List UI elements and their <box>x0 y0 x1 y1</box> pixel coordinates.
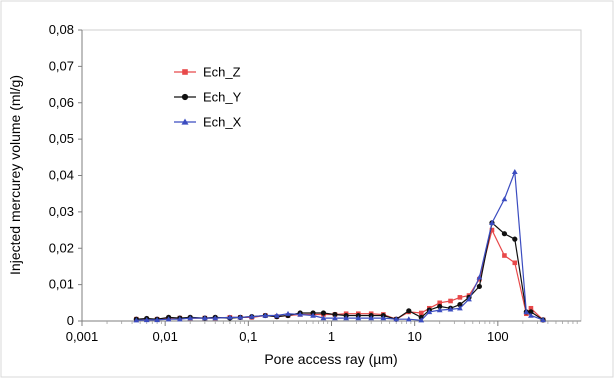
x-axis-title: Pore access ray (µm) <box>264 351 397 367</box>
data-point-circle <box>406 308 412 314</box>
data-point-triangle <box>310 312 316 318</box>
data-point-triangle <box>262 312 269 318</box>
data-point-triangle <box>181 118 189 125</box>
data-point-circle <box>512 236 518 242</box>
legend-label: Ech_Y <box>203 90 242 105</box>
y-tick-label: 0,02 <box>49 240 74 255</box>
data-point-square <box>182 69 188 75</box>
data-point-triangle <box>212 315 219 321</box>
data-point-circle <box>320 310 327 316</box>
series-ech-x <box>133 168 546 323</box>
y-axis-title: Injected mercurey volume (ml/g) <box>7 75 23 275</box>
data-point-triangle <box>154 317 160 323</box>
data-point-circle <box>476 283 482 290</box>
data-point-triangle <box>133 317 140 323</box>
data-point-square <box>512 260 518 266</box>
x-tick-label: 0,01 <box>153 329 178 344</box>
y-tick-label: 0,07 <box>49 58 74 73</box>
data-point-triangle <box>540 317 546 323</box>
legend: Ech_Z Ech_Y Ech_X <box>174 65 242 130</box>
x-tick-label: 0,1 <box>239 329 257 344</box>
data-point-triangle <box>285 310 291 316</box>
data-point-triangle <box>248 313 255 319</box>
data-point-triangle <box>332 315 338 321</box>
y-tick-label: 0,03 <box>49 204 74 219</box>
data-point-triangle <box>447 306 454 312</box>
y-tick-label: 0,01 <box>49 277 74 292</box>
data-point-triangle <box>355 315 362 321</box>
data-point-triangle <box>227 314 233 320</box>
data-point-triangle <box>320 315 327 321</box>
data-point-triangle <box>476 274 483 280</box>
data-point-square <box>418 310 424 316</box>
data-point-circle <box>457 302 463 308</box>
data-point-circle <box>181 93 189 101</box>
data-point-triangle <box>405 316 412 322</box>
data-point-triangle <box>466 296 472 302</box>
data-point-triangle <box>457 305 463 311</box>
x-axis-ticks: 0,001 0,01 0,1 1 10 100 <box>66 321 578 344</box>
series-layer <box>133 168 546 323</box>
x-tick-label: 0,001 <box>66 329 99 344</box>
data-point-square <box>489 227 495 233</box>
legend-item: Ech_Z <box>174 65 241 80</box>
data-point-triangle <box>523 309 530 315</box>
data-point-triangle <box>273 312 280 318</box>
y-tick-label: 0,06 <box>49 95 74 110</box>
data-point-triangle <box>489 219 495 225</box>
y-tick-label: 0,04 <box>49 168 74 183</box>
data-point-triangle <box>426 309 433 315</box>
data-point-triangle <box>380 315 387 321</box>
data-point-triangle <box>165 316 172 322</box>
data-point-triangle <box>528 312 534 318</box>
data-point-triangle <box>511 168 518 175</box>
x-tick-label: 100 <box>487 329 509 344</box>
data-point-triangle <box>237 314 244 320</box>
x-tick-label: 10 <box>407 329 421 344</box>
data-point-triangle <box>368 315 375 321</box>
data-point-square <box>448 298 453 304</box>
data-point-square <box>528 305 534 311</box>
data-point-triangle <box>143 317 150 323</box>
y-axis-ticks: 0 0,01 0,02 0,03 0,04 0,05 0,06 0,07 0,08 <box>49 22 82 328</box>
y-tick-label: 0,05 <box>49 131 74 146</box>
data-point-triangle <box>187 315 194 321</box>
legend-label: Ech_X <box>203 115 242 130</box>
data-point-triangle <box>201 315 208 321</box>
data-point-triangle <box>418 317 425 323</box>
data-point-triangle <box>393 316 400 322</box>
data-point-triangle <box>343 315 350 321</box>
x-tick-label: 1 <box>328 329 335 344</box>
data-point-square <box>437 300 443 306</box>
legend-item: Ech_X <box>174 115 242 130</box>
data-point-triangle <box>436 307 443 313</box>
data-point-circle <box>501 231 508 237</box>
legend-label: Ech_Z <box>203 65 241 80</box>
data-point-circle <box>332 311 338 318</box>
data-point-square <box>502 253 507 258</box>
data-point-square <box>457 295 463 300</box>
legend-item: Ech_Y <box>174 90 242 105</box>
data-point-triangle <box>501 196 508 202</box>
data-point-circle <box>437 303 443 310</box>
data-point-triangle <box>176 316 183 322</box>
y-tick-label: 0,08 <box>49 22 74 37</box>
data-point-triangle <box>297 311 304 317</box>
y-tick-label: 0 <box>67 313 74 328</box>
data-point-circle <box>528 309 534 315</box>
